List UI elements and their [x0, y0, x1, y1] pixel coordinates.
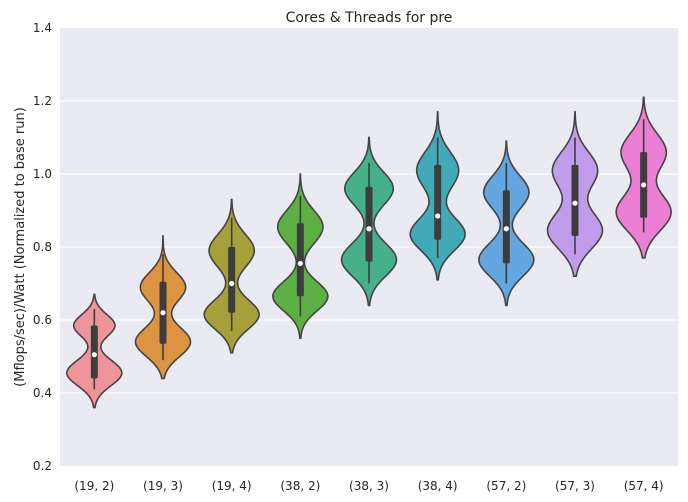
violin-iqr-box	[90, 325, 98, 379]
violins	[66, 96, 672, 409]
y-tick-label: 0.4	[33, 386, 52, 400]
x-tick-label: (19, 3)	[143, 479, 183, 493]
x-tick-label: (57, 2)	[486, 479, 526, 493]
violin-median	[503, 226, 509, 232]
violin-iqr-box	[434, 164, 442, 240]
y-tick-labels: 0.2 0.4 0.6 0.8 1.0 1.2 1.4	[33, 21, 52, 473]
violin-median	[160, 310, 166, 316]
x-tick-label: (38, 4)	[418, 479, 458, 493]
y-tick-label: 0.2	[33, 459, 52, 473]
x-tick-label: (19, 4)	[212, 479, 252, 493]
violin-iqr-box	[571, 164, 579, 237]
x-tick-labels: (19, 2) (19, 3) (19, 4) (38, 2) (38, 3) (38, …	[74, 479, 663, 493]
y-tick-label: 1.2	[33, 94, 52, 108]
violin-median	[229, 280, 235, 287]
violin-median	[572, 200, 578, 206]
violin-median	[641, 182, 647, 188]
x-tick-label: (57, 4)	[624, 479, 664, 493]
y-tick-label: 1.0	[33, 167, 52, 181]
violin-iqr-box	[296, 223, 304, 297]
y-tick-label: 0.8	[33, 240, 52, 254]
x-tick-label: (57, 3)	[555, 479, 595, 493]
chart-title: Cores & Threads for pre	[286, 10, 453, 26]
violin-iqr-box	[228, 247, 236, 313]
y-axis-label: (Mflops/sec)/Watt (Normalized to base ru…	[13, 107, 28, 387]
x-tick-label: (19, 2)	[74, 479, 114, 493]
violin-median	[435, 213, 441, 219]
violin-iqr-box	[365, 186, 373, 262]
violin-median	[297, 260, 303, 267]
y-tick-label: 0.6	[33, 313, 52, 327]
violin-median	[366, 226, 372, 232]
violin-median	[91, 352, 97, 358]
y-tick-label: 1.4	[33, 21, 52, 35]
x-tick-label: (38, 2)	[280, 479, 320, 493]
x-tick-label: (38, 3)	[349, 479, 389, 493]
